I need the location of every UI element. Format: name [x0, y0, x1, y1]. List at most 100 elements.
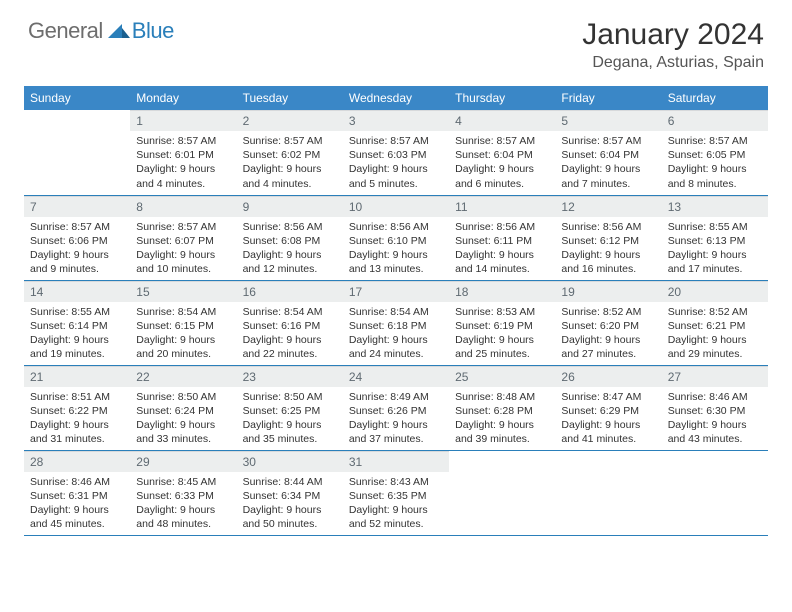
- title-block: January 2024 Degana, Asturias, Spain: [582, 18, 764, 72]
- sunrise-text: Sunrise: 8:57 AM: [561, 134, 655, 148]
- day-number: 26: [555, 366, 661, 387]
- calendar-day-cell: 16Sunrise: 8:54 AMSunset: 6:16 PMDayligh…: [237, 280, 343, 365]
- sunset-text: Sunset: 6:33 PM: [136, 489, 230, 503]
- day-content: Sunrise: 8:50 AMSunset: 6:24 PMDaylight:…: [130, 387, 236, 450]
- sunset-text: Sunset: 6:24 PM: [136, 404, 230, 418]
- calendar-day-cell: 19Sunrise: 8:52 AMSunset: 6:20 PMDayligh…: [555, 280, 661, 365]
- day-number: 1: [130, 110, 236, 131]
- day-number: [24, 110, 130, 116]
- sunset-text: Sunset: 6:20 PM: [561, 319, 655, 333]
- daylight-text: Daylight: 9 hours and 27 minutes.: [561, 333, 655, 361]
- day-content: Sunrise: 8:53 AMSunset: 6:19 PMDaylight:…: [449, 302, 555, 365]
- sunset-text: Sunset: 6:02 PM: [243, 148, 337, 162]
- day-header: Tuesday: [237, 86, 343, 110]
- logo-triangle-icon: [108, 18, 130, 44]
- sunrise-text: Sunrise: 8:57 AM: [30, 220, 124, 234]
- day-number: 6: [662, 110, 768, 131]
- day-number: 4: [449, 110, 555, 131]
- daylight-text: Daylight: 9 hours and 33 minutes.: [136, 418, 230, 446]
- daylight-text: Daylight: 9 hours and 4 minutes.: [243, 162, 337, 190]
- sunset-text: Sunset: 6:08 PM: [243, 234, 337, 248]
- calendar-day-cell: 3Sunrise: 8:57 AMSunset: 6:03 PMDaylight…: [343, 110, 449, 195]
- day-number: 16: [237, 281, 343, 302]
- sunset-text: Sunset: 6:03 PM: [349, 148, 443, 162]
- calendar-day-cell: 23Sunrise: 8:50 AMSunset: 6:25 PMDayligh…: [237, 365, 343, 450]
- calendar-day-cell: 1Sunrise: 8:57 AMSunset: 6:01 PMDaylight…: [130, 110, 236, 195]
- day-number: 11: [449, 196, 555, 217]
- day-number: 18: [449, 281, 555, 302]
- sunrise-text: Sunrise: 8:57 AM: [136, 134, 230, 148]
- daylight-text: Daylight: 9 hours and 8 minutes.: [668, 162, 762, 190]
- day-content: Sunrise: 8:54 AMSunset: 6:18 PMDaylight:…: [343, 302, 449, 365]
- sunset-text: Sunset: 6:34 PM: [243, 489, 337, 503]
- day-header: Thursday: [449, 86, 555, 110]
- day-content: Sunrise: 8:56 AMSunset: 6:11 PMDaylight:…: [449, 217, 555, 280]
- daylight-text: Daylight: 9 hours and 25 minutes.: [455, 333, 549, 361]
- daylight-text: Daylight: 9 hours and 24 minutes.: [349, 333, 443, 361]
- calendar-table: Sunday Monday Tuesday Wednesday Thursday…: [24, 86, 768, 536]
- day-number: 9: [237, 196, 343, 217]
- sunset-text: Sunset: 6:21 PM: [668, 319, 762, 333]
- day-content: Sunrise: 8:57 AMSunset: 6:02 PMDaylight:…: [237, 131, 343, 194]
- daylight-text: Daylight: 9 hours and 22 minutes.: [243, 333, 337, 361]
- sunset-text: Sunset: 6:29 PM: [561, 404, 655, 418]
- sunset-text: Sunset: 6:06 PM: [30, 234, 124, 248]
- day-number: 21: [24, 366, 130, 387]
- day-number: 10: [343, 196, 449, 217]
- calendar-week-row: 7 Sunrise: 8:57 AMSunset: 6:06 PM Daylight…: [24, 195, 768, 280]
- sunrise-text: Sunrise: 8:54 AM: [243, 305, 337, 319]
- calendar-day-cell: 2Sunrise: 8:57 AMSunset: 6:02 PMDaylight…: [237, 110, 343, 195]
- sunset-text: Sunset: 6:04 PM: [561, 148, 655, 162]
- sunrise-text: Sunrise: 8:57 AM: [349, 134, 443, 148]
- day-number: 8: [130, 196, 236, 217]
- calendar-day-cell: 22Sunrise: 8:50 AMSunset: 6:24 PMDayligh…: [130, 365, 236, 450]
- sunset-text: Sunset: 6:05 PM: [668, 148, 762, 162]
- day-number: 28: [24, 451, 130, 472]
- sunrise-text: Sunrise: 8:52 AM: [561, 305, 655, 319]
- calendar-day-cell: 27Sunrise: 8:46 AMSunset: 6:30 PMDayligh…: [662, 365, 768, 450]
- calendar-day-cell: 14Sunrise: 8:55 AMSunset: 6:14 PMDayligh…: [24, 280, 130, 365]
- location-label: Degana, Asturias, Spain: [582, 54, 764, 72]
- day-header: Wednesday: [343, 86, 449, 110]
- sunrise-text: Sunrise: 8:56 AM: [455, 220, 549, 234]
- sunset-text: Sunset: 6:26 PM: [349, 404, 443, 418]
- day-content: Sunrise: 8:54 AMSunset: 6:16 PMDaylight:…: [237, 302, 343, 365]
- sunset-text: Sunset: 6:35 PM: [349, 489, 443, 503]
- sunset-text: Sunset: 6:19 PM: [455, 319, 549, 333]
- day-number: 7: [24, 196, 130, 217]
- daylight-text: Daylight: 9 hours and 31 minutes.: [30, 418, 124, 446]
- calendar-day-cell: 18Sunrise: 8:53 AMSunset: 6:19 PMDayligh…: [449, 280, 555, 365]
- sunset-text: Sunset: 6:18 PM: [349, 319, 443, 333]
- calendar-day-cell: 12Sunrise: 8:56 AMSunset: 6:12 PMDayligh…: [555, 195, 661, 280]
- calendar-day-cell: 31Sunrise: 8:43 AMSunset: 6:35 PMDayligh…: [343, 450, 449, 535]
- sunset-text: Sunset: 6:22 PM: [30, 404, 124, 418]
- daylight-text: Daylight: 9 hours and 17 minutes.: [668, 248, 762, 276]
- day-content: Sunrise: 8:57 AMSunset: 6:04 PMDaylight:…: [555, 131, 661, 194]
- calendar-day-cell: 24Sunrise: 8:49 AMSunset: 6:26 PMDayligh…: [343, 365, 449, 450]
- calendar-day-cell: 10Sunrise: 8:56 AMSunset: 6:10 PMDayligh…: [343, 195, 449, 280]
- day-number: 17: [343, 281, 449, 302]
- sunrise-text: Sunrise: 8:52 AM: [668, 305, 762, 319]
- day-content: Sunrise: 8:57 AMSunset: 6:03 PMDaylight:…: [343, 131, 449, 194]
- sunrise-text: Sunrise: 8:53 AM: [455, 305, 549, 319]
- daylight-text: Daylight: 9 hours and 43 minutes.: [668, 418, 762, 446]
- calendar-day-cell: 25Sunrise: 8:48 AMSunset: 6:28 PMDayligh…: [449, 365, 555, 450]
- sunrise-text: Sunrise: 8:57 AM: [668, 134, 762, 148]
- logo-text-general: General: [28, 18, 103, 44]
- calendar-day-cell: [24, 110, 130, 195]
- day-content: Sunrise: 8:55 AMSunset: 6:13 PMDaylight:…: [662, 217, 768, 280]
- daylight-text: Daylight: 9 hours and 14 minutes.: [455, 248, 549, 276]
- day-number: 12: [555, 196, 661, 217]
- day-number: 27: [662, 366, 768, 387]
- calendar-day-cell: [449, 450, 555, 535]
- sunrise-text: Sunrise: 8:57 AM: [243, 134, 337, 148]
- day-number: 29: [130, 451, 236, 472]
- sunrise-text: Sunrise: 8:54 AM: [349, 305, 443, 319]
- daylight-text: Daylight: 9 hours and 5 minutes.: [349, 162, 443, 190]
- sunrise-text: Sunrise: 8:57 AM: [455, 134, 549, 148]
- sunrise-text: Sunrise: 8:51 AM: [30, 390, 124, 404]
- sunset-text: Sunset: 6:07 PM: [136, 234, 230, 248]
- day-content: Sunrise: 8:57 AMSunset: 6:01 PMDaylight:…: [130, 131, 236, 194]
- calendar-day-cell: 30Sunrise: 8:44 AMSunset: 6:34 PMDayligh…: [237, 450, 343, 535]
- daylight-text: Daylight: 9 hours and 6 minutes.: [455, 162, 549, 190]
